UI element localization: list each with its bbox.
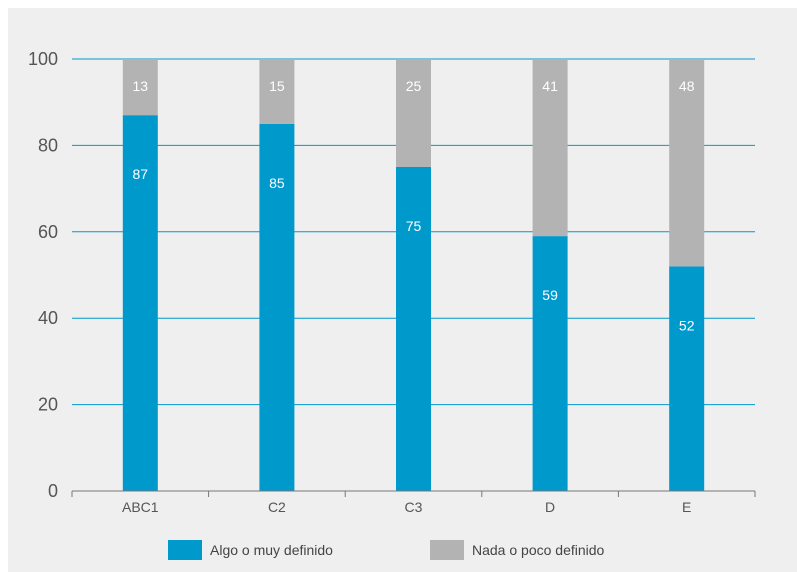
data-label: 85 bbox=[269, 175, 285, 191]
bar-segment-2 bbox=[259, 59, 295, 124]
data-label: 25 bbox=[406, 78, 422, 94]
bar-segment-1 bbox=[669, 266, 705, 491]
y-tick-label: 100 bbox=[28, 49, 58, 69]
x-category-label: ABC1 bbox=[122, 499, 159, 515]
legend-label-series-1: Algo o muy definido bbox=[210, 542, 333, 558]
y-tick-label: 60 bbox=[38, 222, 58, 242]
y-tick-label: 40 bbox=[38, 308, 58, 328]
bar-segment-2 bbox=[532, 59, 568, 237]
legend-swatch-series-2 bbox=[430, 540, 464, 560]
y-tick-label: 80 bbox=[38, 135, 58, 155]
x-category-label: C3 bbox=[405, 499, 423, 515]
legend-label-series-2: Nada o poco definido bbox=[472, 542, 605, 558]
axes bbox=[71, 490, 756, 497]
labels: 0 20 40 60 80 100 87 13 ABC1 85 15 C2 75 25 C3 59 41 D 52 4… bbox=[28, 49, 695, 515]
x-category-label: C2 bbox=[268, 499, 286, 515]
bar-segment-2 bbox=[396, 59, 431, 167]
legend-swatch-series-1 bbox=[168, 540, 202, 560]
legend-item-series-2: Nada o poco definido bbox=[430, 540, 604, 560]
data-label: 59 bbox=[542, 287, 558, 303]
stacked-bar-chart: 0 20 40 60 80 100 87 13 ABC1 85 15 C2 75 25 C3 59 41 D 52 4… bbox=[28, 49, 756, 515]
x-category-label: D bbox=[545, 499, 555, 515]
data-label: 48 bbox=[679, 78, 695, 94]
bar-segment-1 bbox=[122, 115, 158, 491]
bar-segment-2 bbox=[122, 59, 158, 116]
data-label: 13 bbox=[133, 78, 149, 94]
y-tick-label: 0 bbox=[48, 481, 58, 501]
bar-segment-1 bbox=[259, 123, 295, 492]
bar-segment-1 bbox=[396, 167, 431, 491]
data-label: 87 bbox=[133, 166, 149, 182]
data-label: 52 bbox=[679, 317, 695, 333]
legend-item-series-1: Algo o muy definido bbox=[168, 540, 333, 560]
data-label: 15 bbox=[269, 78, 285, 94]
data-label: 41 bbox=[542, 78, 558, 94]
x-category-label: E bbox=[682, 499, 691, 515]
data-label: 75 bbox=[406, 218, 422, 234]
chart-legend: Algo o muy definido Nada o poco definido bbox=[0, 540, 797, 562]
y-tick-label: 20 bbox=[38, 395, 58, 415]
bar-segment-1 bbox=[532, 236, 568, 491]
bar-segment-2 bbox=[669, 59, 705, 267]
bars bbox=[122, 59, 705, 492]
